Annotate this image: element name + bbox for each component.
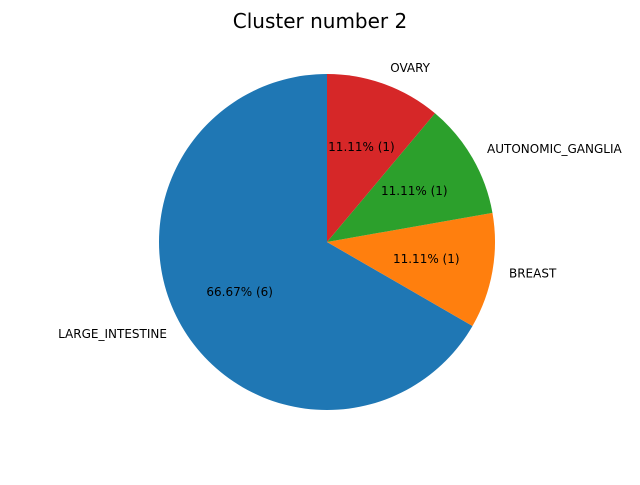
pie-labels: LARGE_INTESTINE 66.67% (6) BREAST 11.11% (1… (58, 61, 622, 341)
slice-percent-ovary: 11.11% (1) (328, 140, 395, 154)
pie-slices (158, 74, 495, 410)
pie-slice-autonomic-ganglia (327, 113, 493, 242)
slice-label-breast: BREAST (509, 267, 557, 281)
slice-percent-large-intestine: 66.67% (6) (206, 285, 273, 299)
pie-slice-ovary (327, 74, 435, 242)
slice-percent-autonomic-ganglia: 11.11% (1) (381, 184, 448, 198)
pie-slice-large-intestine (158, 74, 473, 410)
pie-slice-breast (327, 212, 495, 326)
slice-percent-breast: 11.11% (1) (393, 252, 460, 266)
slice-label-ovary: OVARY (390, 61, 430, 75)
slice-label-large-intestine: LARGE_INTESTINE (58, 327, 167, 341)
slice-label-autonomic-ganglia: AUTONOMIC_GANGLIA (487, 142, 622, 156)
chart-title: Cluster number 2 (233, 9, 407, 33)
